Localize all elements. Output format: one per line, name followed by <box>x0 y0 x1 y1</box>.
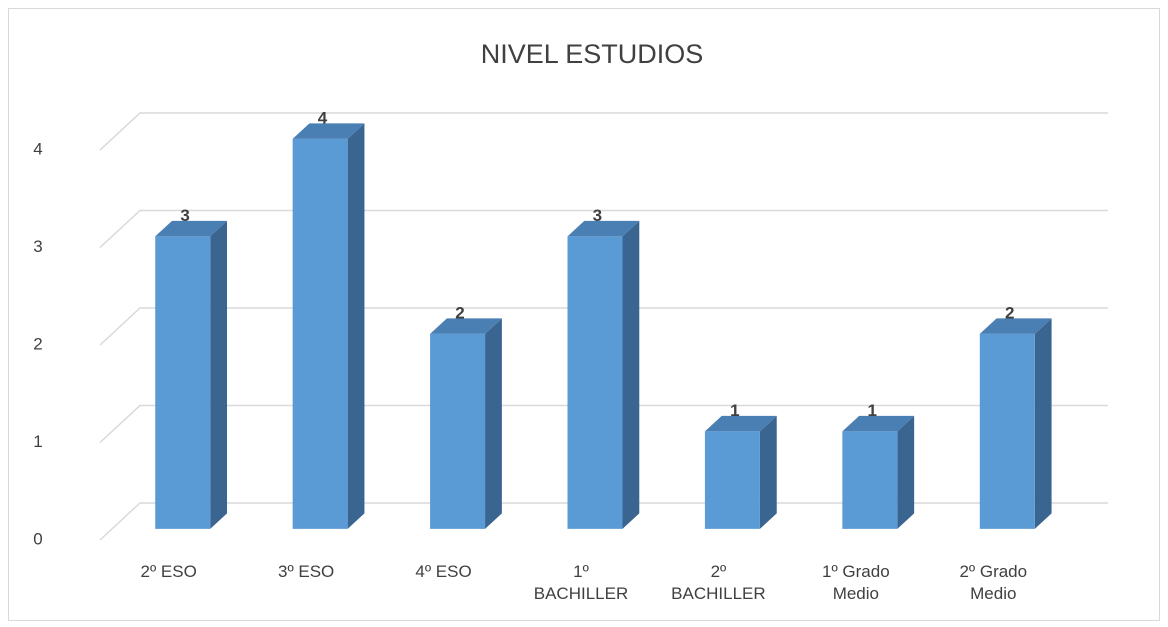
y-tick-label: 0 <box>33 529 42 548</box>
data-label: 3 <box>593 206 602 225</box>
bar-top <box>842 415 915 432</box>
x-tick-label: 3º ESO <box>277 562 335 581</box>
x-tick-label: 1º Grado Medio <box>822 562 890 603</box>
x-tick-label: 4º ESO <box>415 562 472 581</box>
bar-side <box>347 123 365 529</box>
bar-side <box>897 415 915 529</box>
grid-line <box>99 404 1108 444</box>
x-tick-label: 2º ESO <box>140 562 197 581</box>
bar-side <box>1034 318 1052 529</box>
bar-side <box>759 415 777 529</box>
bar-top <box>292 123 365 139</box>
bar-side <box>622 220 640 529</box>
y-tick-label: 3 <box>33 237 42 256</box>
y-tick-label: 4 <box>33 139 42 158</box>
data-label: 1 <box>868 401 877 420</box>
data-label: 2 <box>455 304 464 323</box>
bar <box>842 431 898 529</box>
x-tick-label: 2º BACHILLER <box>671 562 766 603</box>
grid-line <box>99 112 1108 151</box>
data-label: 1 <box>730 401 739 420</box>
data-label: 4 <box>318 109 328 128</box>
grid-line <box>99 502 1108 541</box>
bar <box>292 138 348 529</box>
bar <box>979 333 1035 529</box>
bar-side <box>210 220 228 529</box>
y-tick-label: 1 <box>33 432 42 451</box>
bar-top <box>567 220 640 237</box>
bar <box>704 431 760 529</box>
bar-top <box>979 318 1052 334</box>
chart-title: NIVEL ESTUDIOS <box>481 39 704 69</box>
data-label: 2 <box>1005 304 1014 323</box>
bar-side <box>485 318 502 529</box>
bar-top <box>430 318 502 334</box>
bar <box>155 236 211 529</box>
bar-top <box>704 415 777 432</box>
x-tick-label: 1º BACHILLER <box>533 562 629 603</box>
bar <box>567 236 623 529</box>
bar <box>430 333 486 529</box>
data-label: 3 <box>180 206 189 225</box>
grid-line <box>99 209 1108 249</box>
x-tick-label: 2º Grado Medio <box>959 562 1028 603</box>
bar-top <box>155 220 228 237</box>
y-tick-label: 2 <box>33 334 42 353</box>
grid-line <box>99 307 1108 346</box>
